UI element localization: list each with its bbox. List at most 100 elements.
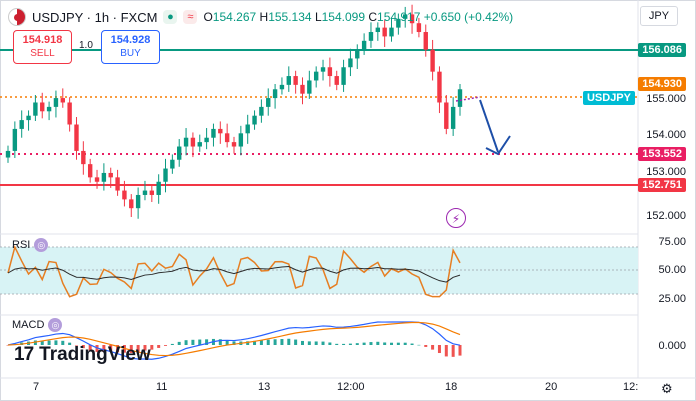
symbol-title[interactable]: USDJPY · 1h · FXCM xyxy=(32,9,158,25)
candle-body xyxy=(94,177,100,182)
macd-hist-bar xyxy=(348,343,352,345)
macd-hist-bar xyxy=(47,340,51,345)
macd-hist-bar xyxy=(205,339,209,345)
ohlc-values: O154.267 H155.134 L154.099 C154.917 +0.6… xyxy=(203,10,514,24)
macd-hist-bar xyxy=(74,345,78,346)
macd-hist-bar xyxy=(191,339,195,345)
candle-body xyxy=(218,128,223,134)
candle-body xyxy=(286,76,291,85)
x-label-12: 12: xyxy=(623,381,639,393)
currency-button[interactable]: JPY xyxy=(640,6,678,26)
macd-hist-bar xyxy=(177,341,181,345)
macd-hist-bar xyxy=(451,345,455,357)
candle-body xyxy=(238,133,244,147)
indicator-visibility-icon[interactable]: ◎ xyxy=(34,238,49,252)
candle-body xyxy=(307,80,312,94)
macd-hist-bar xyxy=(410,343,414,345)
macd-hist-bar xyxy=(54,340,58,345)
candle-body xyxy=(46,106,52,112)
candle-body xyxy=(416,23,422,33)
candle-body xyxy=(389,27,394,37)
macd-hist-bar xyxy=(259,340,263,345)
candle-body xyxy=(457,89,463,107)
candle-body xyxy=(252,115,257,125)
candle-body xyxy=(259,106,264,116)
macd-hist-bar xyxy=(150,345,154,350)
candle-body xyxy=(129,199,134,209)
candle-body xyxy=(204,137,209,143)
candle-body xyxy=(12,128,18,151)
candle-body xyxy=(266,98,271,107)
macd-hist-bar xyxy=(369,342,373,345)
candle-body xyxy=(163,168,168,182)
market-open-icon: ● xyxy=(163,10,178,24)
macd-label-zero: 0.000 xyxy=(658,340,686,352)
macd-hist-bar xyxy=(170,343,174,345)
buy-button[interactable]: 154.928 BUY xyxy=(101,30,160,64)
macd-hist-bar xyxy=(355,343,359,345)
macd-hist-bar xyxy=(157,345,161,348)
macd-hist-bar xyxy=(246,341,250,345)
x-label-13: 13 xyxy=(258,381,271,393)
macd-line xyxy=(7,321,461,360)
rsi-label-25: 25.00 xyxy=(658,293,686,305)
candle-body xyxy=(87,164,93,178)
macd-hist-bar xyxy=(403,342,407,345)
candle-body xyxy=(396,18,401,28)
candle-body xyxy=(279,84,285,90)
rsi-indicator-label[interactable]: RSI ◎ xyxy=(12,238,49,252)
candle-body xyxy=(190,137,196,147)
candle-body xyxy=(368,32,374,41)
macd-hist-bar xyxy=(81,345,85,349)
lightning-event-icon[interactable]: ⚡ xyxy=(446,208,466,228)
candle-body xyxy=(67,102,72,125)
macd-hist-bar xyxy=(294,339,298,345)
macd-hist-bar xyxy=(116,345,120,353)
macd-hist-bar xyxy=(273,339,277,345)
candle-body xyxy=(437,71,442,103)
macd-hist-bar xyxy=(376,341,380,345)
indicator-visibility-icon[interactable]: ◎ xyxy=(48,318,63,332)
macd-hist-bar xyxy=(164,345,168,346)
macd-hist-bar xyxy=(300,340,304,345)
macd-hist-bar xyxy=(437,345,441,354)
candle-body xyxy=(53,98,59,107)
candle-body xyxy=(382,27,387,37)
x-label-7: 7 xyxy=(33,381,40,393)
macd-hist-bar xyxy=(88,345,92,351)
macd-hist-bar xyxy=(342,343,346,345)
sell-button[interactable]: 154.918 SELL xyxy=(13,30,72,64)
candle-body xyxy=(348,58,353,68)
candle-body xyxy=(320,67,326,72)
candle-body xyxy=(170,159,175,169)
x-label-1200: 12:00 xyxy=(337,381,365,393)
macd-hist-bar xyxy=(431,345,435,350)
candle-body xyxy=(177,146,182,160)
spread-value: 1.0 xyxy=(79,40,93,51)
candle-body xyxy=(60,98,65,103)
candle-body xyxy=(197,142,202,147)
macd-hist-bar xyxy=(328,342,332,345)
y-label-152: 152.000 xyxy=(646,210,686,222)
candle-body xyxy=(40,102,45,112)
symbol-header[interactable]: USDJPY · 1h · FXCM ● ≈ O154.267 H155.134… xyxy=(8,8,513,26)
settings-gear-icon[interactable]: ⚙ xyxy=(661,381,673,396)
candle-body xyxy=(444,102,449,129)
candle-body xyxy=(19,120,24,129)
macd-indicator-label[interactable]: MACD ◎ xyxy=(12,318,63,332)
candle-body xyxy=(224,133,230,143)
macd-hist-bar xyxy=(396,342,400,345)
macd-hist-bar xyxy=(136,345,140,352)
rsi-label-75: 75.00 xyxy=(658,236,686,248)
candle-body xyxy=(101,172,107,182)
macd-hist-bar xyxy=(61,340,65,345)
x-label-20: 20 xyxy=(545,381,558,393)
projection-arrow[interactable] xyxy=(479,99,499,153)
macd-hist-bar xyxy=(280,339,284,345)
candle-body xyxy=(272,89,278,99)
candle-body xyxy=(450,106,456,129)
candle-body xyxy=(142,190,148,195)
rsi-band xyxy=(0,247,638,294)
macd-hist-bar xyxy=(424,345,428,347)
